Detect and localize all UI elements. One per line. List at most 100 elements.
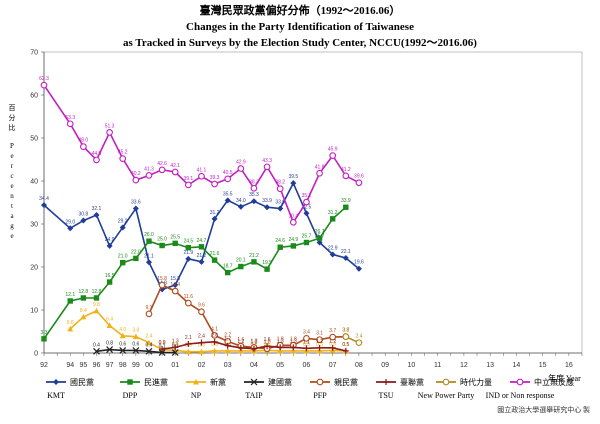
point-marker [290, 347, 297, 354]
point-marker [342, 172, 350, 180]
point-marker [93, 307, 100, 314]
data-label: 0.3 [198, 343, 205, 349]
data-label: 26.0 [144, 232, 154, 238]
data-label: 22.9 [328, 246, 338, 252]
y-label-en-char: P [10, 142, 14, 150]
data-label: 25.0 [157, 237, 167, 243]
point-marker [158, 349, 166, 356]
data-label: 6.4 [106, 316, 113, 322]
data-label: 3.1 [316, 331, 323, 337]
data-label: 1.6 [237, 337, 244, 343]
point-marker [145, 310, 153, 318]
point-marker [329, 333, 337, 341]
data-label: 4.0 [119, 327, 126, 333]
data-label: 31.2 [328, 210, 338, 216]
y-tick-label: 60 [30, 93, 38, 100]
y-tick-label: 10 [30, 308, 38, 315]
legend-label-zh: 國民黨 [70, 377, 94, 387]
point-marker [277, 205, 284, 212]
x-tick-label: 15 [539, 362, 547, 369]
data-label: 0.4 [93, 342, 100, 348]
data-label: 41.2 [341, 167, 351, 173]
point-marker [185, 244, 192, 251]
series-tsu: 0.9 1.32.1 2.4 2.61.7 1.2 1.0 1.6 1.3 1.3 1.1 1.2 1… [159, 333, 349, 354]
data-label: 35.1 [302, 193, 312, 199]
y-label-en-char: e [10, 152, 13, 160]
point-marker [516, 378, 524, 386]
data-label: 42.9 [236, 160, 246, 166]
point-marker [303, 335, 310, 342]
point-marker [53, 379, 59, 385]
data-label: 3.8 [342, 328, 349, 334]
x-tick-label: 06 [303, 362, 311, 369]
data-label: 1.3 [290, 338, 297, 344]
point-marker [119, 346, 127, 354]
data-label: 33.9 [262, 198, 272, 204]
data-label: 16.5 [105, 273, 115, 279]
point-marker [303, 239, 310, 246]
legend-label-en: KMT [47, 391, 65, 400]
legend-label-zh: 民進黨 [144, 377, 168, 387]
x-axis: 92 94 95 96 97 98 99 00 01 02 03 04 05 06 07 08 09 10 11 12… [40, 352, 583, 369]
point-marker [316, 344, 323, 351]
point-marker [172, 282, 179, 289]
data-label: 39.5 [288, 174, 298, 180]
data-label: 42.6 [157, 161, 167, 167]
data-label: 1.2 [329, 339, 336, 345]
point-marker [237, 165, 245, 172]
data-label: 19.5 [262, 260, 272, 266]
data-label: 9.1 [145, 305, 152, 311]
point-marker [93, 156, 100, 164]
data-label: 24.5 [183, 239, 193, 245]
series-line [43, 84, 360, 225]
point-marker [316, 239, 323, 246]
data-label: 38.2 [275, 180, 285, 186]
y-label-en-char: g [10, 222, 14, 230]
legend-label-en: NP [191, 391, 202, 400]
legend-label-en: TAIP [245, 391, 263, 400]
data-label: 1.3 [172, 338, 179, 344]
point-marker [132, 176, 140, 184]
data-label: 1.2 [316, 339, 323, 345]
data-label: 9.8 [93, 302, 100, 308]
y-label-en-char: t [11, 202, 13, 210]
point-marker [290, 180, 297, 187]
data-label: 0.5 [303, 342, 310, 348]
point-marker [277, 244, 283, 250]
point-marker [193, 379, 199, 385]
data-label: 40.2 [131, 171, 141, 177]
data-label: 33.6 [275, 200, 285, 206]
point-marker [316, 235, 323, 241]
point-marker [329, 344, 336, 351]
point-marker [224, 197, 231, 204]
point-marker [67, 298, 73, 304]
point-marker [159, 346, 166, 353]
point-marker [250, 184, 258, 192]
point-marker [185, 340, 192, 347]
y-tick-label: 20 [30, 265, 38, 272]
x-tick-label: 02 [198, 362, 206, 369]
series-taip: 0.4 0.8 0.6 0.6 0.4 0.1 0.1 [93, 341, 179, 356]
point-marker [80, 313, 87, 320]
data-label: 0.6 [119, 341, 126, 347]
data-label: 1.0 [250, 340, 257, 346]
data-label: 51.3 [105, 123, 115, 129]
point-marker [264, 204, 271, 211]
point-marker [303, 210, 310, 217]
point-marker [211, 257, 218, 263]
point-marker [198, 244, 205, 250]
point-marker [211, 215, 218, 222]
series-layer: 34.429.030.832.124.929.233.621.114.815.8… [39, 76, 364, 356]
data-label: 24.9 [105, 237, 115, 243]
data-label: 30.4 [288, 213, 298, 219]
point-marker [211, 180, 218, 188]
point-marker [106, 242, 113, 249]
point-marker [145, 347, 153, 355]
data-label: 0.8 [106, 341, 113, 347]
point-marker [211, 332, 218, 339]
data-label: 25.5 [170, 234, 180, 240]
data-label: 62.3 [39, 76, 49, 82]
data-label: 20.1 [236, 258, 246, 264]
data-label: 29.2 [118, 218, 128, 224]
